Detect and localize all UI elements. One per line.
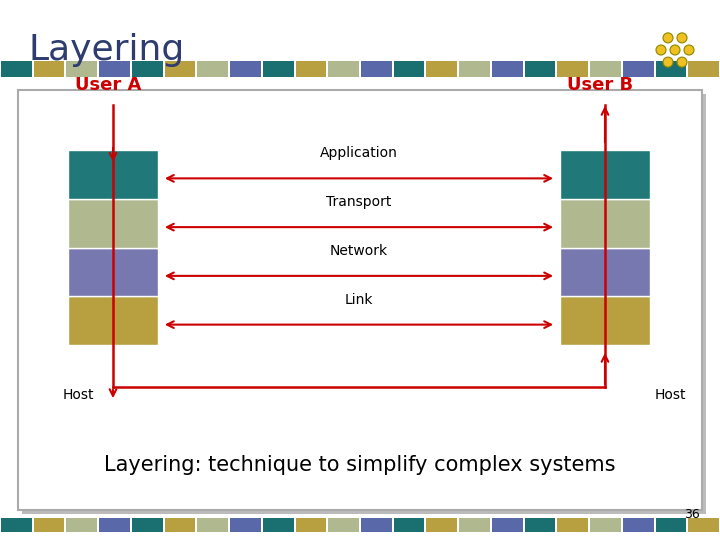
Bar [66,518,97,532]
Bar [525,61,555,77]
Text: 36: 36 [684,509,700,522]
Bar [22,94,706,514]
Bar [560,247,650,296]
Bar [492,61,523,77]
Bar [68,199,158,247]
Text: User A: User A [75,76,141,94]
Text: Layering: technique to simplify complex systems: Layering: technique to simplify complex … [104,455,616,475]
Bar [459,518,490,532]
Circle shape [677,57,687,67]
Bar [66,61,97,77]
Bar [492,518,523,532]
Bar [68,247,158,296]
Bar [68,296,158,345]
Text: User B: User B [567,76,633,94]
Bar [361,61,392,77]
Text: Transport: Transport [326,195,392,209]
Bar [18,90,702,510]
Bar [132,518,163,532]
Bar [132,61,163,77]
Bar [230,61,261,77]
Text: Layering: Layering [28,33,184,67]
Bar [590,61,621,77]
Text: Host: Host [63,388,94,402]
Bar [557,61,588,77]
Bar [197,518,228,532]
Bar [328,518,359,532]
Bar [230,518,261,532]
Bar [557,518,588,532]
Bar [426,61,457,77]
Bar [34,61,65,77]
Text: Application: Application [320,146,398,160]
Bar [623,61,654,77]
Bar [99,61,130,77]
Circle shape [663,33,673,43]
Text: Link: Link [345,293,373,307]
Bar [197,61,228,77]
Bar [1,518,32,532]
Bar [1,61,32,77]
Bar [328,61,359,77]
Bar [459,61,490,77]
Bar [623,518,654,532]
Bar [560,296,650,345]
Bar [426,518,457,532]
Bar [655,61,686,77]
Circle shape [677,33,687,43]
Bar [560,150,650,199]
Bar [525,518,555,532]
Bar [34,518,65,532]
Circle shape [663,57,673,67]
Bar [361,518,392,532]
Bar [655,518,686,532]
Bar [295,61,326,77]
Bar [590,518,621,532]
Bar [165,518,195,532]
Bar [688,61,719,77]
Bar [68,150,158,199]
Bar [263,518,294,532]
Bar [560,199,650,247]
Bar [295,518,326,532]
Text: Host: Host [655,388,686,402]
Text: Network: Network [330,244,388,258]
Circle shape [670,45,680,55]
Circle shape [656,45,666,55]
Bar [394,61,425,77]
Bar [99,518,130,532]
Bar [688,518,719,532]
Circle shape [684,45,694,55]
Bar [394,518,425,532]
Bar [165,61,195,77]
Bar [263,61,294,77]
